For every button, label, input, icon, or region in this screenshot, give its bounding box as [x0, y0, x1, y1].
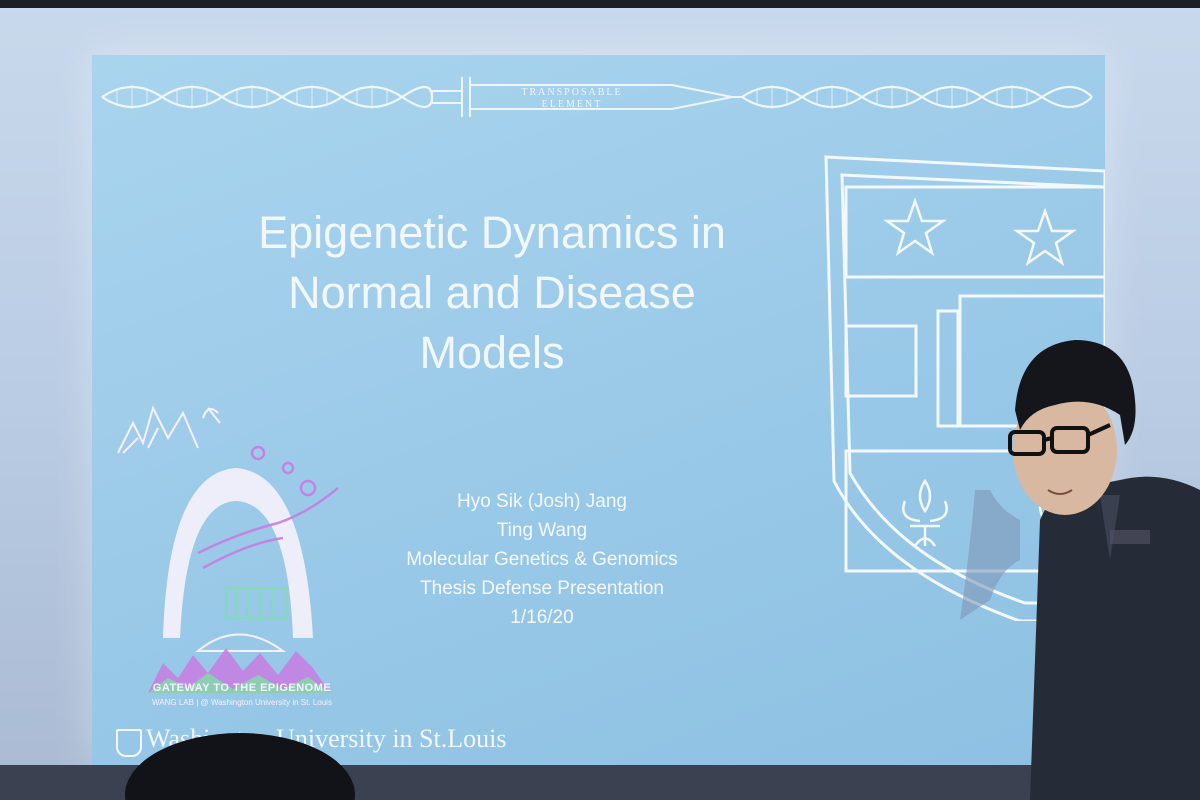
title-line-3: Models [419, 327, 565, 378]
banner-label-line2: ELEMENT [542, 99, 603, 110]
presentation-date: 1/16/20 [510, 607, 574, 628]
lab-logo-tagline: GATEWAY TO THE EPIGENOME [152, 682, 332, 694]
advisor-name: Ting Wang [496, 520, 588, 541]
event-name: Thesis Defense Presentation [420, 578, 664, 599]
program-name: Molecular Genetics & Genomics [406, 549, 678, 570]
title-line-1: Epigenetic Dynamics in [258, 207, 726, 258]
lab-logo-subline: WANG LAB | @ Washington University in St… [152, 698, 332, 707]
author-name: Hyo Sik (Josh) Jang [456, 491, 627, 512]
slide-title: Epigenetic Dynamics in Normal and Diseas… [182, 203, 802, 383]
wang-lab-gateway-logo [117, 405, 339, 693]
dna-syringe-banner: TRANSPOSABLE ELEMENT [101, 77, 1093, 117]
university-crest-icon [824, 155, 1105, 621]
presentation-slide: TRANSPOSABLE ELEMENT Epigenetic Dynamics… [92, 55, 1105, 765]
title-line-2: Normal and Disease [288, 267, 696, 318]
presenter-figure [960, 340, 1200, 800]
slide-credits: Hyo Sik (Josh) Jang Ting Wang Molecular … [352, 487, 732, 632]
screen-top-bezel [0, 0, 1200, 8]
banner-label-line1: TRANSPOSABLE [521, 87, 622, 98]
university-shield-icon [116, 729, 142, 757]
audience-member-head [125, 733, 355, 800]
